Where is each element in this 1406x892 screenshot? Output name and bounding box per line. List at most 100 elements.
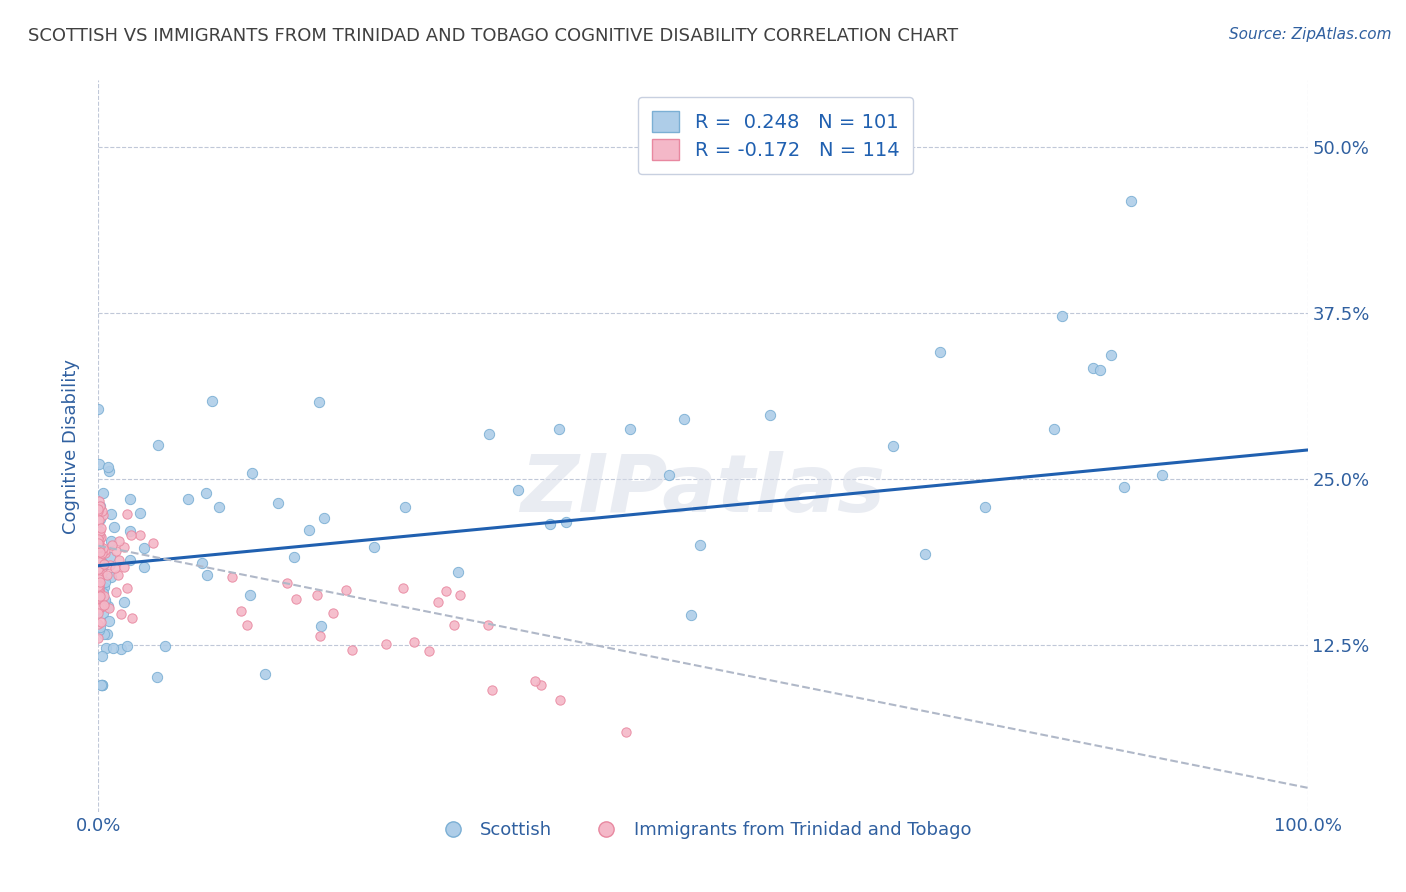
Point: [93, 598, 115, 612]
Point: [87, 502, 110, 516]
Point: [87, 511, 110, 525]
Point: [98, 600, 121, 615]
Point: [229, 604, 252, 618]
Point: [89, 551, 111, 566]
Point: [89, 581, 111, 595]
Point: [90, 546, 112, 560]
Point: [98, 558, 121, 572]
Point: [363, 540, 385, 554]
Point: [89, 500, 111, 514]
Point: [87, 554, 110, 568]
Point: [142, 536, 165, 550]
Point: [87, 559, 110, 574]
Point: [619, 422, 641, 436]
Point: [87, 572, 110, 586]
Point: [118, 491, 141, 506]
Point: [104, 561, 127, 575]
Point: [548, 422, 571, 436]
Point: [91, 678, 114, 692]
Point: [89, 586, 111, 600]
Point: [548, 693, 571, 707]
Point: [177, 492, 200, 507]
Point: [87, 562, 110, 576]
Point: [148, 438, 170, 452]
Point: [434, 584, 457, 599]
Point: [1050, 309, 1073, 323]
Point: [90, 521, 112, 535]
Point: [759, 409, 782, 423]
Point: [89, 545, 111, 559]
Point: [308, 395, 330, 409]
Point: [207, 500, 229, 514]
Point: [87, 563, 110, 577]
Point: [129, 527, 152, 541]
Point: [89, 499, 111, 513]
Point: [394, 500, 416, 514]
Point: [402, 634, 425, 648]
Point: [87, 457, 110, 471]
Point: [689, 538, 711, 552]
Point: [195, 485, 218, 500]
Point: [87, 631, 110, 645]
Point: [87, 515, 110, 529]
Point: [153, 639, 176, 653]
Point: [93, 558, 115, 572]
Point: [107, 553, 129, 567]
Point: [132, 560, 155, 574]
Point: [117, 640, 139, 654]
Point: [100, 570, 122, 584]
Point: [98, 614, 121, 628]
Point: [1112, 480, 1135, 494]
Point: [1150, 468, 1173, 483]
Point: [90, 678, 112, 692]
Point: [114, 559, 136, 574]
Point: [87, 564, 110, 578]
Point: [87, 552, 110, 566]
Point: [91, 586, 114, 600]
Point: [96, 640, 118, 655]
Point: [254, 667, 277, 681]
Point: [90, 562, 112, 576]
Y-axis label: Cognitive Disability: Cognitive Disability: [62, 359, 80, 533]
Point: [87, 540, 110, 554]
Point: [93, 580, 115, 594]
Point: [335, 582, 357, 597]
Point: [87, 510, 110, 524]
Point: [94, 574, 117, 589]
Point: [240, 466, 263, 480]
Point: [87, 503, 110, 517]
Point: [96, 568, 118, 582]
Point: [392, 581, 415, 595]
Point: [91, 565, 114, 579]
Point: [120, 553, 142, 567]
Point: [115, 507, 138, 521]
Point: [94, 592, 117, 607]
Point: [87, 557, 110, 571]
Point: [1119, 194, 1142, 208]
Point: [115, 581, 138, 595]
Point: [1083, 361, 1105, 376]
Point: [284, 591, 307, 606]
Point: [90, 559, 112, 574]
Point: [87, 532, 110, 546]
Point: [91, 606, 114, 620]
Point: [882, 439, 904, 453]
Point: [103, 520, 125, 534]
Point: [87, 508, 110, 522]
Point: [87, 558, 110, 572]
Point: [191, 556, 214, 570]
Point: [87, 594, 110, 608]
Point: [974, 500, 997, 515]
Text: SCOTTISH VS IMMIGRANTS FROM TRINIDAD AND TOBAGO COGNITIVE DISABILITY CORRELATION: SCOTTISH VS IMMIGRANTS FROM TRINIDAD AND…: [28, 27, 959, 45]
Point: [93, 626, 115, 640]
Point: [89, 512, 111, 526]
Point: [89, 530, 111, 544]
Point: [87, 616, 110, 631]
Point: [239, 588, 262, 602]
Point: [90, 504, 112, 518]
Point: [87, 571, 110, 585]
Point: [89, 620, 111, 634]
Point: [87, 606, 110, 620]
Point: [418, 644, 440, 658]
Point: [87, 586, 110, 600]
